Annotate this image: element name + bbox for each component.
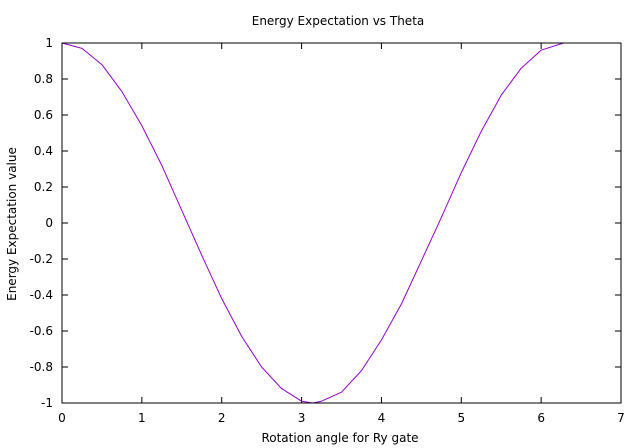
y-tick-label: 0.2 xyxy=(34,180,53,194)
x-tick-label: 2 xyxy=(218,411,226,425)
y-tick-label: 1 xyxy=(45,36,53,50)
y-tick-label: -0.4 xyxy=(30,288,53,302)
y-axis-label: Energy Expectation value xyxy=(5,147,19,301)
y-tick-label: 0 xyxy=(45,216,53,230)
x-tick-label: 6 xyxy=(537,411,545,425)
axis-ticks xyxy=(61,42,622,404)
x-tick-label: 1 xyxy=(138,411,146,425)
plot-lines xyxy=(61,42,564,404)
chart-title: Energy Expectation vs Theta xyxy=(252,14,425,28)
plot-frame xyxy=(61,42,622,404)
y-tick-label: 0.4 xyxy=(34,144,53,158)
y-tick-label: -0.2 xyxy=(30,252,53,266)
tick-labels: 0 1 2 3 4 5 6 7 -1 -0.8 -0.6 -0.4 -0.2 0 0.2 0.4 0.6 0.8 1 xyxy=(30,36,625,425)
x-tick-label: 3 xyxy=(298,411,306,425)
x-axis-label: Rotation angle for Ry gate xyxy=(261,431,418,445)
y-tick-label: -1 xyxy=(41,396,53,410)
y-tick-label: 0.6 xyxy=(34,108,53,122)
x-tick-label: 5 xyxy=(457,411,465,425)
y-tick-label: 0.8 xyxy=(34,72,53,86)
y-tick-label: -0.8 xyxy=(30,360,53,374)
series-line xyxy=(61,42,564,404)
y-tick-label: -0.6 xyxy=(30,324,53,338)
x-tick-label: 4 xyxy=(378,411,386,425)
x-tick-label: 7 xyxy=(617,411,625,425)
x-tick-label: 0 xyxy=(58,411,66,425)
